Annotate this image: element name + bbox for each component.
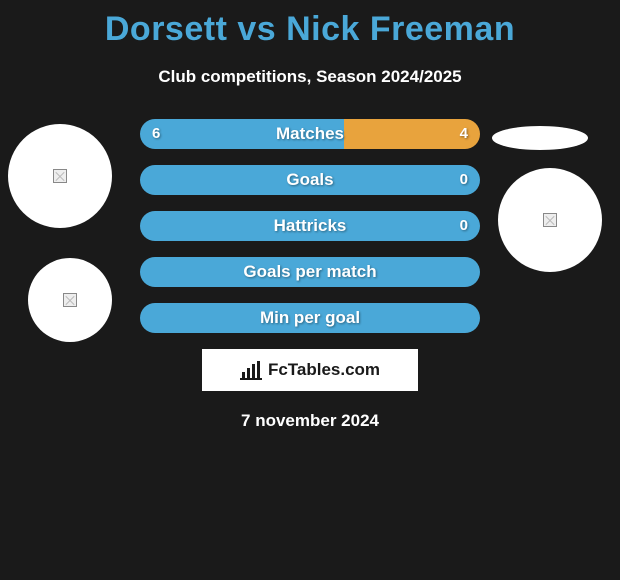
stat-row: 0Goals: [140, 165, 480, 195]
stat-row: 64Matches: [140, 119, 480, 149]
image-placeholder-icon: [543, 213, 557, 227]
brand-box: FcTables.com: [202, 349, 418, 391]
decorative-circle: [498, 168, 602, 272]
brand-label: FcTables.com: [268, 360, 380, 380]
stat-row: Goals per match: [140, 257, 480, 287]
stats-container: 64Matches 0Goals 0Hattricks Goals per match…: [140, 119, 480, 333]
decorative-circle: [492, 126, 588, 150]
stat-label: Matches: [140, 119, 480, 149]
stat-row: 0Hattricks: [140, 211, 480, 241]
stat-label: Min per goal: [140, 303, 480, 333]
subtitle: Club competitions, Season 2024/2025: [0, 67, 620, 87]
date-label: 7 november 2024: [0, 411, 620, 431]
stat-row: Min per goal: [140, 303, 480, 333]
page-title: Dorsett vs Nick Freeman: [0, 0, 620, 49]
decorative-circle: [8, 124, 112, 228]
decorative-circle: [28, 258, 112, 342]
chart-icon: [240, 360, 262, 380]
image-placeholder-icon: [53, 169, 67, 183]
image-placeholder-icon: [63, 293, 77, 307]
stat-label: Goals per match: [140, 257, 480, 287]
stat-label: Hattricks: [140, 211, 480, 241]
stat-label: Goals: [140, 165, 480, 195]
